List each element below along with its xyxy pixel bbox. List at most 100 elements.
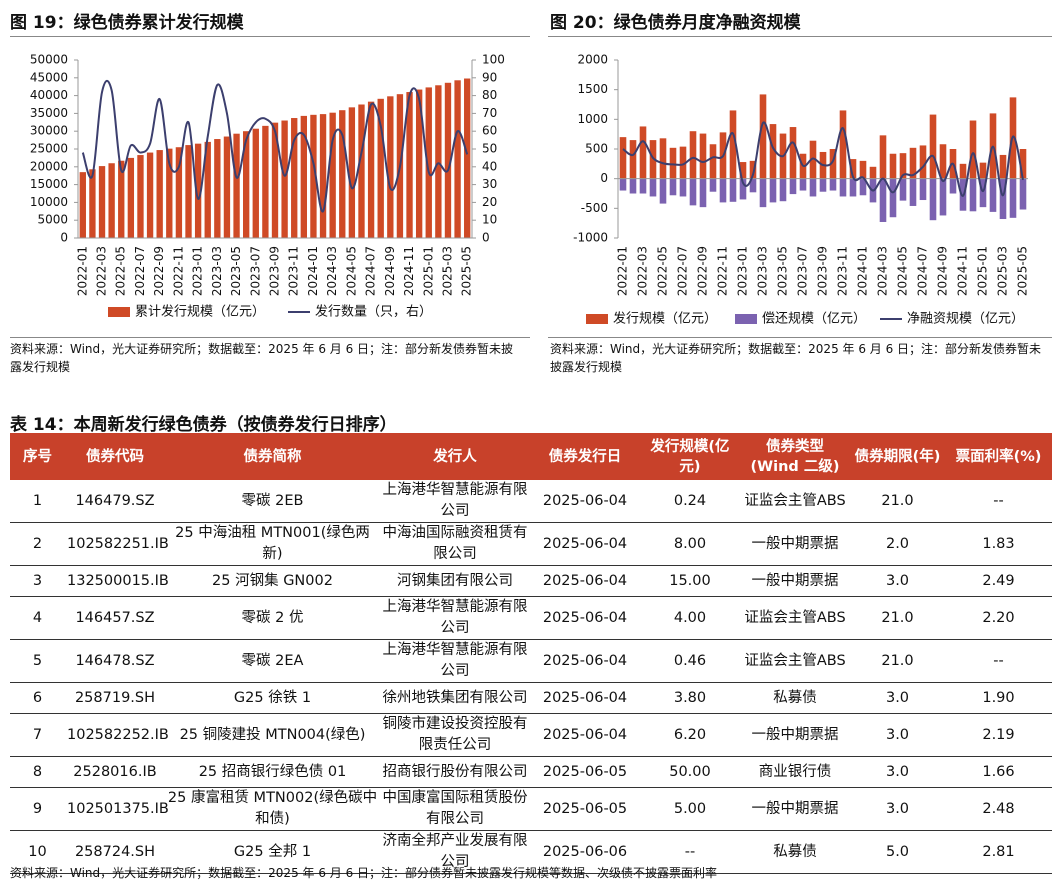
bar: [291, 118, 298, 238]
bar: [262, 125, 269, 238]
bar: [739, 162, 747, 179]
x-tick-label: 2023-03: [210, 246, 224, 296]
y-tick-label: 5000: [37, 213, 68, 227]
bar: [949, 178, 957, 194]
bar: [779, 178, 787, 202]
table-cell: 徐州地铁集团有限公司: [380, 682, 530, 714]
y-tick-label: -500: [581, 201, 608, 215]
bar: [194, 143, 202, 238]
bar: [185, 145, 192, 238]
column-header: 债券发行日: [530, 433, 640, 480]
legend-swatch: [586, 314, 608, 324]
y2-tick-label: 30: [482, 177, 497, 191]
column-header: 债券期限(年): [850, 433, 945, 480]
y2-tick-label: 10: [482, 213, 497, 227]
table-cell: --: [640, 830, 740, 874]
table-cell: 一般中期票据: [740, 713, 850, 757]
table-cell: 2.19: [945, 713, 1052, 757]
bar: [444, 82, 452, 238]
y-tick-label: 45000: [30, 70, 68, 84]
bar: [919, 145, 927, 179]
table-cell: 证监会主管ABS: [740, 480, 850, 523]
table-cell: 21.0: [850, 596, 945, 640]
column-header: 序号: [10, 433, 65, 480]
table-cell: 证监会主管ABS: [740, 639, 850, 683]
y2-tick-label: 100: [482, 53, 505, 67]
y-tick-label: 40000: [30, 88, 68, 102]
bar: [679, 146, 687, 179]
bar: [889, 178, 897, 218]
table-cell: 102582252.IB: [65, 713, 169, 757]
x-tick-label: 2024-03: [325, 246, 339, 296]
table-cell: G25 徐铁 1: [165, 682, 380, 714]
table-row: 5 146478.SZ 零碳 2EA 上海港华智慧能源有限公司 2025-06-04 0.…: [10, 639, 1052, 683]
table-cell: 3.0: [850, 682, 945, 714]
table-row: 7 102582252.IB 25 铜陵建投 MTN004(绿色) 铜陵市建设投资控股…: [10, 713, 1052, 757]
table-cell: 上海港华智慧能源有限公司: [380, 480, 530, 523]
bar: [859, 178, 867, 196]
table-cell: 15.00: [640, 565, 740, 597]
table-cell: 2025-06-04: [530, 639, 640, 683]
table-cell: 零碳 2EA: [165, 639, 380, 683]
legend-label: 净融资规模（亿元）: [907, 312, 1024, 327]
x-tick-label: 2023-01: [736, 246, 750, 296]
bar: [829, 178, 837, 191]
x-tick-label: 2024-11: [402, 246, 416, 296]
table-cell: 3.0: [850, 565, 945, 597]
table-cell: 258719.SH: [65, 682, 165, 714]
bar: [699, 133, 707, 179]
table-row: 6 258719.SH G25 徐铁 1 徐州地铁集团有限公司 2025-06-04 3.…: [10, 682, 1052, 714]
legend-swatch: [735, 314, 757, 324]
bar: [759, 94, 767, 179]
bar: [348, 107, 356, 239]
table-cell: 2025-06-05: [530, 787, 640, 831]
chart-title: 图 19：绿色债券累计发行规模: [10, 13, 244, 33]
table-row: 9 102501375.IB 25 康富租赁 MTN002(绿色碳中和债) 中国康富国…: [10, 787, 1052, 831]
table-cell: 零碳 2 优: [165, 596, 380, 640]
bar: [939, 178, 947, 216]
bar: [699, 178, 707, 208]
x-tick-label: 2025-01: [976, 246, 990, 296]
x-tick-label: 2023-09: [268, 246, 282, 296]
divider: [10, 337, 530, 338]
bar: [789, 127, 797, 179]
table-cell: 商业银行债: [740, 756, 850, 788]
y-tick-label: 30000: [30, 124, 68, 138]
table-cell: 3.80: [640, 682, 740, 714]
bar: [629, 178, 637, 194]
table-cell: 25 铜陵建投 MTN004(绿色): [165, 713, 380, 757]
bar: [1019, 149, 1027, 179]
bar: [979, 162, 987, 179]
y-tick-label: 1500: [577, 82, 608, 96]
table-cell: 8: [10, 756, 65, 788]
table-cell: 证监会主管ABS: [740, 596, 850, 640]
x-tick-label: 2024-01: [856, 246, 870, 296]
bar: [79, 172, 86, 238]
table-cell: 132500015.IB: [65, 565, 169, 597]
bar: [709, 178, 717, 192]
x-tick-label: 2024-09: [936, 246, 950, 296]
y-tick-label: 20000: [30, 159, 68, 173]
x-tick-label: 2024-03: [876, 246, 890, 296]
bar: [849, 159, 857, 179]
table-cell: 21.0: [850, 480, 945, 523]
y-tick-label: 0: [600, 171, 608, 185]
table-cell: 102582251.IB: [65, 522, 169, 566]
table-cell: 2.49: [945, 565, 1052, 597]
x-tick-label: 2022-03: [95, 246, 109, 296]
bar: [999, 154, 1007, 179]
x-tick-label: 2024-07: [916, 246, 930, 296]
bar: [769, 178, 777, 203]
bar: [659, 138, 667, 179]
bar: [649, 140, 657, 179]
y-tick-label: 50000: [30, 53, 68, 67]
x-tick-label: 2022-07: [133, 246, 147, 296]
y2-tick-label: 90: [482, 70, 497, 84]
x-tick-label: 2024-09: [383, 246, 397, 296]
bar: [739, 178, 747, 200]
table-cell: G25 全邦 1: [165, 830, 380, 874]
x-tick-label: 2025-01: [421, 246, 435, 296]
table-cell: 2025-06-06: [530, 830, 640, 874]
bar: [969, 120, 977, 179]
